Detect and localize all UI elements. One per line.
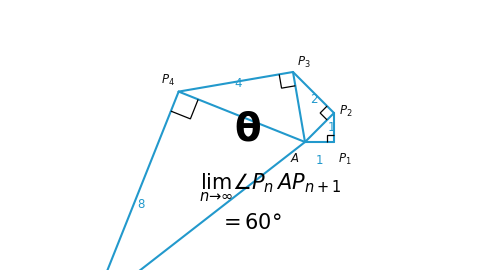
Text: $A$: $A$: [290, 152, 300, 165]
Text: 2: 2: [311, 93, 318, 106]
Text: $P_2$: $P_2$: [339, 103, 352, 119]
Text: $P_3$: $P_3$: [297, 55, 311, 70]
Text: 4: 4: [234, 77, 241, 90]
Text: $P_1$: $P_1$: [338, 152, 351, 167]
Text: 1: 1: [316, 154, 323, 167]
Text: $\mathbf{\theta}$: $\mathbf{\theta}$: [233, 112, 261, 148]
Text: 1: 1: [328, 121, 336, 134]
Text: $\lim_{n \to \infty} \angle P_n A P_{n+1}$: $\lim_{n \to \infty} \angle P_n A P_{n+1…: [199, 172, 341, 204]
Text: $P_4$: $P_4$: [161, 73, 175, 87]
Text: $= 60°$: $= 60°$: [219, 213, 281, 233]
Text: 8: 8: [137, 198, 144, 211]
